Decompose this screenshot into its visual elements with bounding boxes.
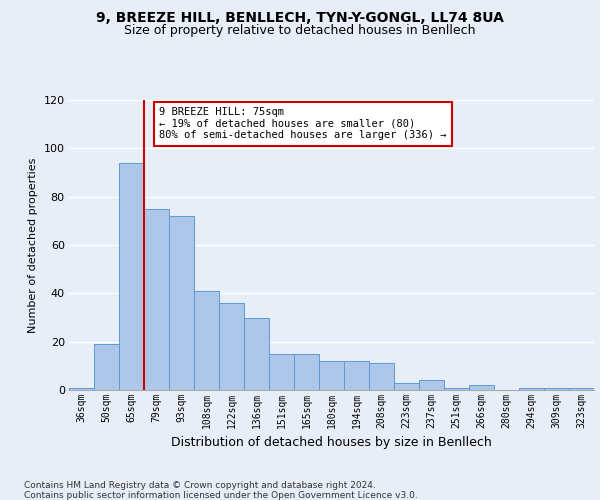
Bar bbox=[169, 216, 194, 390]
Bar bbox=[294, 354, 319, 390]
Bar bbox=[194, 291, 219, 390]
Bar bbox=[344, 361, 369, 390]
Bar bbox=[394, 383, 419, 390]
Bar bbox=[519, 388, 544, 390]
Text: 9, BREEZE HILL, BENLLECH, TYN-Y-GONGL, LL74 8UA: 9, BREEZE HILL, BENLLECH, TYN-Y-GONGL, L… bbox=[96, 11, 504, 25]
Bar bbox=[269, 354, 294, 390]
Bar bbox=[69, 388, 94, 390]
Bar bbox=[144, 209, 169, 390]
Bar bbox=[469, 385, 494, 390]
Y-axis label: Number of detached properties: Number of detached properties bbox=[28, 158, 38, 332]
Bar bbox=[94, 344, 119, 390]
Bar bbox=[444, 388, 469, 390]
Bar bbox=[544, 388, 569, 390]
Text: 9 BREEZE HILL: 75sqm
← 19% of detached houses are smaller (80)
80% of semi-detac: 9 BREEZE HILL: 75sqm ← 19% of detached h… bbox=[159, 108, 446, 140]
Text: Contains public sector information licensed under the Open Government Licence v3: Contains public sector information licen… bbox=[24, 491, 418, 500]
Bar bbox=[244, 318, 269, 390]
Bar bbox=[419, 380, 444, 390]
Bar bbox=[119, 163, 144, 390]
Bar bbox=[569, 388, 594, 390]
Text: Contains HM Land Registry data © Crown copyright and database right 2024.: Contains HM Land Registry data © Crown c… bbox=[24, 481, 376, 490]
Bar bbox=[369, 364, 394, 390]
Bar bbox=[219, 303, 244, 390]
Text: Size of property relative to detached houses in Benllech: Size of property relative to detached ho… bbox=[124, 24, 476, 37]
Bar bbox=[319, 361, 344, 390]
X-axis label: Distribution of detached houses by size in Benllech: Distribution of detached houses by size … bbox=[171, 436, 492, 450]
